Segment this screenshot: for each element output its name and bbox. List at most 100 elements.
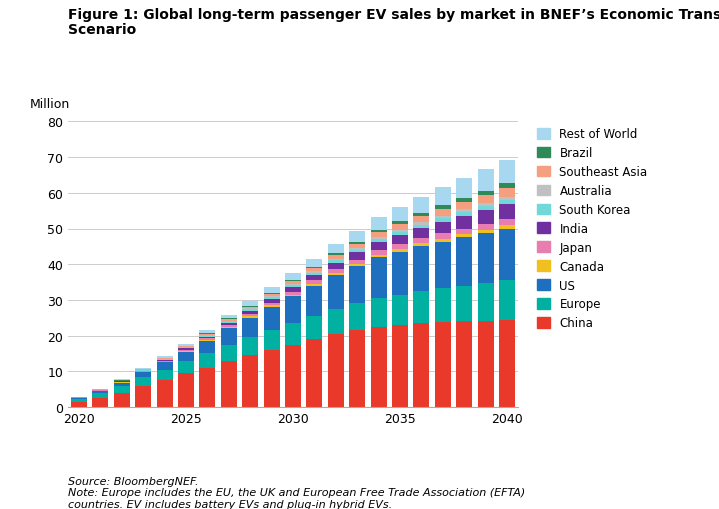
Bar [349, 253, 365, 260]
Bar [199, 339, 216, 340]
Bar [435, 216, 451, 219]
Text: Million: Million [30, 98, 70, 111]
Bar [306, 281, 322, 284]
Bar [392, 235, 408, 245]
Bar [435, 239, 451, 242]
Bar [413, 223, 429, 225]
Bar [157, 356, 173, 358]
Bar [92, 393, 109, 398]
Bar [178, 349, 194, 350]
Bar [456, 229, 472, 235]
Bar [392, 233, 408, 235]
Bar [264, 331, 280, 350]
Bar [114, 380, 130, 381]
Bar [456, 286, 472, 322]
Bar [370, 242, 387, 251]
Bar [413, 247, 429, 291]
Bar [370, 255, 387, 258]
Bar [413, 217, 429, 223]
Bar [264, 350, 280, 407]
Bar [456, 203, 472, 210]
Bar [157, 358, 173, 359]
Bar [264, 296, 280, 298]
Bar [285, 295, 301, 297]
Bar [242, 317, 258, 318]
Bar [499, 188, 515, 197]
Bar [71, 399, 87, 402]
Bar [370, 251, 387, 255]
Bar [349, 244, 365, 248]
Bar [499, 204, 515, 219]
Bar [392, 249, 408, 252]
Bar [349, 248, 365, 250]
Bar [221, 361, 237, 407]
Bar [306, 267, 322, 269]
Bar [157, 370, 173, 380]
Bar [499, 281, 515, 320]
Bar [178, 352, 194, 361]
Bar [435, 222, 451, 234]
Bar [285, 286, 301, 288]
Bar [328, 275, 344, 309]
Bar [71, 402, 87, 407]
Bar [413, 197, 429, 214]
Bar [242, 315, 258, 317]
Bar [199, 331, 216, 333]
Bar [285, 281, 301, 284]
Bar [285, 345, 301, 407]
Bar [221, 329, 237, 345]
Bar [114, 386, 130, 393]
Bar [157, 359, 173, 360]
Bar [477, 170, 494, 191]
Bar [370, 298, 387, 327]
Bar [157, 362, 173, 370]
Bar [178, 374, 194, 407]
Bar [221, 320, 237, 321]
Bar [264, 293, 280, 294]
Bar [242, 355, 258, 407]
Bar [435, 206, 451, 209]
Bar [135, 386, 151, 407]
Bar [264, 288, 280, 293]
Bar [392, 252, 408, 295]
Bar [306, 340, 322, 407]
Text: Scenario: Scenario [68, 23, 137, 37]
Bar [242, 318, 258, 338]
Bar [199, 368, 216, 407]
Bar [435, 322, 451, 407]
Bar [499, 197, 515, 201]
Bar [456, 235, 472, 238]
Bar [456, 213, 472, 216]
Bar [413, 239, 429, 244]
Bar [328, 309, 344, 334]
Text: Figure 1: Global long-term passenger EV sales by market in BNEF’s Economic Trans: Figure 1: Global long-term passenger EV … [68, 8, 719, 21]
Bar [370, 218, 387, 230]
Bar [392, 325, 408, 407]
Bar [477, 195, 494, 204]
Bar [499, 184, 515, 188]
Bar [264, 306, 280, 307]
Bar [92, 391, 109, 393]
Bar [242, 312, 258, 315]
Bar [370, 240, 387, 242]
Bar [349, 250, 365, 253]
Bar [199, 335, 216, 336]
Bar [306, 284, 322, 286]
Bar [157, 360, 173, 361]
Bar [114, 382, 130, 383]
Bar [242, 310, 258, 312]
Bar [178, 344, 194, 346]
Bar [370, 327, 387, 407]
Bar [264, 307, 280, 331]
Bar [392, 230, 408, 233]
Bar [499, 320, 515, 407]
Bar [221, 321, 237, 322]
Bar [221, 326, 237, 328]
Bar [306, 269, 322, 272]
Bar [349, 304, 365, 331]
Bar [178, 350, 194, 351]
Bar [413, 214, 429, 217]
Bar [413, 244, 429, 247]
Bar [349, 260, 365, 264]
Bar [285, 297, 301, 324]
